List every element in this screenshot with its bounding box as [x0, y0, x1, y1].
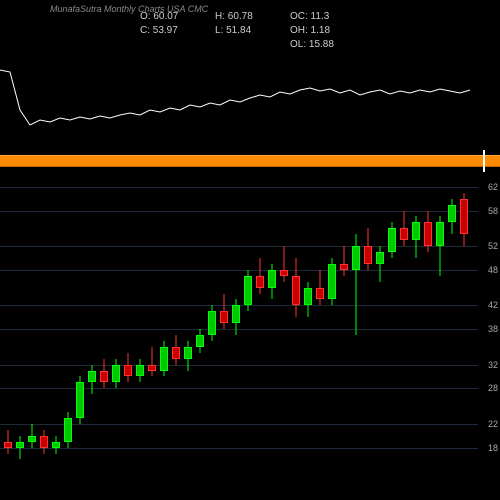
current-marker [483, 150, 485, 172]
y-tick-label: 32 [488, 360, 498, 370]
y-tick-label: 48 [488, 265, 498, 275]
y-tick-label: 22 [488, 419, 498, 429]
y-tick-label: 38 [488, 324, 498, 334]
y-axis: 18 22 28 32 38 42 48 52 58 62 [478, 175, 500, 495]
y-tick-label: 58 [488, 206, 498, 216]
y-tick-label: 42 [488, 300, 498, 310]
indicator-line-chart [0, 0, 480, 155]
y-tick-label: 52 [488, 241, 498, 251]
candlestick-chart [0, 175, 480, 495]
y-tick-label: 62 [488, 182, 498, 192]
y-tick-label: 18 [488, 443, 498, 453]
separator-bar [0, 155, 500, 167]
y-tick-label: 28 [488, 383, 498, 393]
